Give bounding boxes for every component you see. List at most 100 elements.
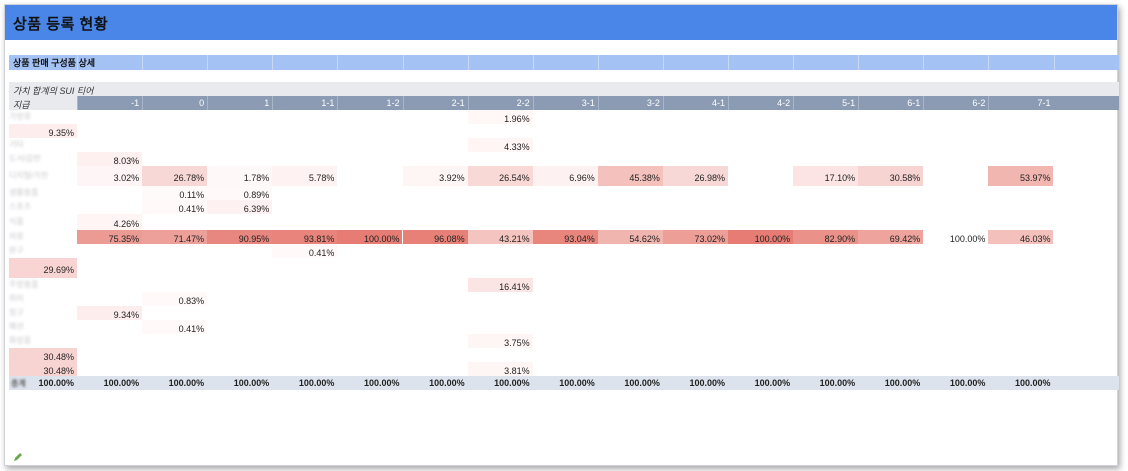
- row-label: 디지털/가전: [9, 171, 49, 180]
- section-gridline: [662, 55, 664, 70]
- row-label: 완구: [9, 246, 24, 255]
- row-label: 스포츠: [9, 202, 32, 211]
- total-cell: 100.00%: [298, 378, 335, 388]
- table-cell: 54.62%: [597, 230, 663, 244]
- table-cell: 1.78%: [207, 166, 273, 186]
- table-cell: 0.89%: [207, 186, 273, 200]
- total-cell: 100.00%: [689, 378, 725, 388]
- row-label: 가방류: [9, 112, 32, 121]
- column-header-1: 1: [207, 96, 272, 110]
- total-cell: 100.00%: [168, 378, 205, 388]
- tier-label-text: 가치 합계의 SUI 티어: [13, 86, 94, 96]
- table-row: 생활용품 0.11% 0.89%: [9, 186, 1119, 200]
- row-label: 패션: [9, 322, 24, 331]
- row-label: 주방용품: [9, 280, 39, 289]
- row-label: 취미: [9, 294, 24, 303]
- table-row: 침구 9.34%: [9, 306, 1119, 320]
- total-cell: 100.00%: [819, 378, 856, 388]
- column-header-6-2: 6-2: [923, 96, 988, 110]
- table-cell: 30.58%: [858, 166, 924, 186]
- table-cell: 3.02%: [77, 166, 143, 186]
- section-title: 상품 판매 구성품 상세: [13, 58, 96, 68]
- table-cell: 0.83%: [142, 292, 208, 306]
- section-gridline: [402, 55, 404, 70]
- table-cell: 3.81%: [467, 362, 533, 376]
- table-cell: 0.11%: [142, 186, 208, 200]
- column-header-1-2: 1-2: [337, 96, 402, 110]
- edit-pencil-icon[interactable]: [13, 452, 23, 462]
- table-row: 도서/음반 8.03%: [9, 152, 1119, 166]
- table-cell: 45.38%: [597, 166, 663, 186]
- table-row: 스포츠 0.41% 6.39%: [9, 200, 1119, 214]
- table-row: 신발30.48%3.81%: [9, 362, 1119, 376]
- section-gridline: [728, 55, 729, 70]
- row-label: 의류: [9, 232, 24, 241]
- table-row: 완구 0.41%: [9, 244, 1119, 258]
- table-cell: 100.00%: [728, 230, 794, 244]
- table-cell: 9.34%: [77, 306, 143, 320]
- section-gridline: [1053, 55, 1055, 70]
- row-label: 침구: [9, 308, 24, 317]
- table-cell: 82.90%: [793, 230, 859, 244]
- table-cell: 6.39%: [207, 200, 273, 214]
- column-header-2-1: 2-1: [402, 96, 468, 110]
- row-label: 기타: [9, 140, 24, 149]
- column-header-1-1: 1-1: [272, 96, 337, 110]
- table-cell: 96.08%: [402, 230, 468, 244]
- total-cell: 100.00%: [233, 378, 270, 388]
- table-cell: 4.26%: [77, 214, 143, 230]
- table-cell: 71.47%: [142, 230, 208, 244]
- row-label: 식품: [9, 217, 24, 226]
- section-gridline: [923, 55, 925, 70]
- table-row: 주방용품 16.41%: [9, 278, 1119, 292]
- table-cell: 8.03%: [77, 152, 143, 166]
- section-gridline: [207, 55, 209, 70]
- table-row: 가방류 1.96%: [9, 110, 1119, 124]
- total-cell: 100.00%: [494, 378, 530, 388]
- table-cell: 46.03%: [988, 230, 1054, 244]
- table-cell: 100.00%: [337, 230, 403, 244]
- table-cell: 26.78%: [142, 166, 208, 186]
- table-row: 화장품 3.75%: [9, 334, 1119, 348]
- table-cell: 30.48%: [9, 362, 77, 376]
- table-cell: 5.78%: [272, 166, 338, 186]
- table-cell: 0.41%: [142, 200, 208, 214]
- section-gridline: [467, 55, 469, 70]
- total-row: 총계 100.00% 100.00% 100.00% 100.00% 100.00% 100…: [9, 376, 1119, 390]
- column-header-3-1: 3-1: [532, 96, 598, 110]
- table-cell: 0.41%: [142, 320, 208, 334]
- total-cell: 100.00%: [559, 378, 595, 388]
- table-cell: 16.41%: [467, 278, 533, 292]
- section-gridline: [272, 55, 274, 70]
- table-cell: 26.98%: [662, 166, 728, 186]
- table-cell: 0.41%: [272, 244, 338, 258]
- section-gridline: [988, 55, 990, 70]
- total-cell: 100.00%: [429, 378, 465, 388]
- table-cell: 26.54%: [467, 166, 533, 186]
- row-label: 도서/음반: [9, 154, 41, 163]
- section-gridline: [532, 55, 534, 70]
- table-cell: 93.04%: [532, 230, 598, 244]
- section-gridline: [793, 55, 795, 70]
- column-header-4-1: 4-1: [662, 96, 728, 110]
- table-cell: 17.10%: [793, 166, 859, 186]
- pivot-grid: 가방류1.96%가죽잡화류9.35%기타4.33%도서/음반8.03%디지털/가…: [9, 110, 1119, 450]
- table-cell: 29.69%: [9, 258, 77, 278]
- table-cell: 90.95%: [207, 230, 273, 244]
- total-label: 총계: [11, 379, 26, 388]
- table-row: 식품 4.26%: [9, 214, 1119, 230]
- column-header-5-1: 5-1: [793, 96, 858, 110]
- table-cell: 53.97%: [988, 166, 1054, 186]
- section-gridline: [77, 55, 78, 70]
- table-row: 패션 0.41%: [9, 320, 1119, 334]
- table-row: 디지털/가전 3.02% 26.78% 1.78% 5.78% 3.92% 26.54% 6.…: [9, 166, 1119, 186]
- table-cell: 6.96%: [532, 166, 598, 186]
- column-header-3-2: 3-2: [597, 96, 663, 110]
- row-label: 생활용품: [9, 188, 39, 197]
- row-header-text: 지급: [13, 100, 30, 110]
- table-cell: 30.48%: [9, 348, 77, 362]
- table-row: 보석30.48%: [9, 348, 1119, 362]
- header-bar: 상품 등록 현황: [5, 5, 1117, 40]
- column-header-7-1: 7-1: [988, 96, 1053, 110]
- total-cell: 100.00%: [1014, 378, 1051, 388]
